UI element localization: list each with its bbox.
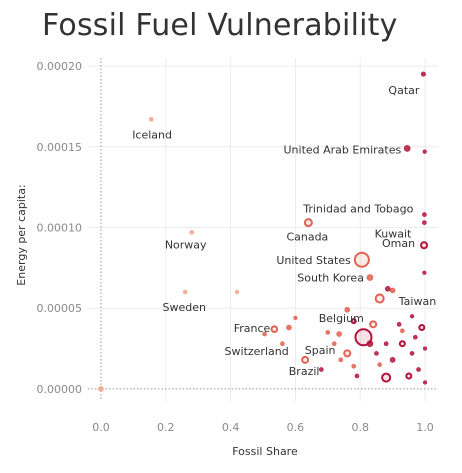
point-label: Kuwait — [375, 228, 412, 241]
data-point[interactable] — [422, 149, 427, 154]
data-point[interactable] — [338, 357, 344, 363]
data-point[interactable] — [369, 320, 378, 329]
data-point[interactable] — [409, 351, 415, 356]
data-point-taiwan[interactable] — [384, 286, 391, 292]
point-label: Qatar — [388, 84, 419, 97]
data-point-trinidad-and-tobago[interactable] — [422, 212, 427, 217]
data-point-brazil[interactable] — [301, 355, 310, 364]
x-tick-label: 0.4 — [222, 421, 240, 434]
data-point[interactable] — [413, 334, 418, 340]
point-label: Brazil — [289, 365, 320, 378]
x-tick-label: 0.8 — [351, 421, 369, 434]
point-label: Oman — [382, 237, 415, 250]
point-label: Canada — [286, 231, 328, 244]
data-point[interactable] — [354, 328, 373, 347]
data-point-spain[interactable] — [336, 331, 342, 337]
data-point[interactable] — [98, 386, 104, 392]
data-point[interactable] — [331, 341, 337, 346]
data-point[interactable] — [383, 341, 389, 346]
x-tick-labels: 0.0 0.2 0.4 0.6 0.8 1.0 — [92, 421, 434, 434]
y-axis-title: Energy per capita: — [15, 184, 28, 285]
y-tick-label: 0.00020 — [37, 60, 83, 73]
data-point[interactable] — [422, 270, 427, 275]
data-point[interactable] — [234, 289, 240, 295]
data-point[interactable] — [409, 314, 415, 319]
data-point-qatar[interactable] — [420, 71, 426, 77]
y-tick-label: 0.00000 — [37, 383, 83, 396]
data-point-sweden[interactable] — [182, 289, 188, 295]
x-tick-label: 0.2 — [157, 421, 175, 434]
data-point-iceland[interactable] — [148, 117, 154, 122]
data-point-oman[interactable] — [420, 241, 429, 250]
point-label: France — [234, 322, 271, 335]
data-point[interactable] — [293, 315, 298, 320]
data-point[interactable] — [422, 380, 428, 385]
x-tick-label: 0.0 — [92, 421, 110, 434]
data-point[interactable] — [354, 373, 360, 379]
data-point[interactable] — [374, 293, 385, 304]
data-point[interactable] — [398, 340, 406, 348]
y-tick-label: 0.00010 — [37, 221, 83, 234]
data-point[interactable] — [418, 324, 426, 332]
axes — [88, 58, 438, 401]
data-point[interactable] — [389, 287, 396, 294]
y-tick-labels: 0.00000 0.00005 0.00010 0.00015 0.00020 — [37, 60, 83, 396]
data-point-united-arab-emirates[interactable] — [403, 145, 411, 152]
data-point-norway[interactable] — [189, 230, 195, 235]
point-label: Norway — [165, 238, 207, 251]
point-label: United States — [276, 254, 351, 267]
grid-lines — [88, 58, 438, 401]
data-point-france[interactable] — [270, 325, 279, 333]
point-label: Spain — [305, 344, 336, 357]
data-point[interactable] — [416, 367, 421, 372]
data-point[interactable] — [286, 324, 292, 331]
data-point[interactable] — [319, 367, 324, 372]
x-tick-label: 0.6 — [287, 421, 305, 434]
data-point-switzerland[interactable] — [262, 331, 267, 337]
data-point[interactable] — [351, 363, 357, 369]
data-point-south-korea[interactable] — [366, 274, 374, 281]
point-label: Taiwan — [398, 295, 436, 308]
data-point[interactable] — [366, 340, 374, 347]
point-label: South Korea — [297, 272, 364, 285]
data-point-united-states[interactable] — [353, 251, 370, 268]
data-point[interactable] — [381, 372, 392, 383]
data-point-canada[interactable] — [303, 218, 313, 228]
data-point[interactable] — [400, 328, 405, 334]
data-point[interactable] — [280, 341, 285, 346]
x-axis-title: Fossil Share — [232, 445, 298, 458]
data-point[interactable] — [350, 318, 357, 325]
x-tick-label: 1.0 — [416, 421, 434, 434]
point-label: United Arab Emirates — [284, 143, 402, 156]
point-labels: Qatar Iceland United Arab Emirates Trinidad… — [132, 84, 436, 378]
data-point[interactable] — [422, 346, 428, 351]
point-label: Trinidad and Tobago — [302, 203, 413, 216]
data-point[interactable] — [343, 349, 352, 358]
data-point-belgium[interactable] — [344, 307, 351, 313]
data-point[interactable] — [396, 322, 402, 327]
point-label: Switzerland — [225, 345, 289, 358]
data-points — [98, 71, 429, 392]
y-tick-label: 0.00015 — [37, 141, 83, 154]
data-point[interactable] — [405, 372, 413, 380]
data-point[interactable] — [377, 362, 382, 367]
data-point-kuwait[interactable] — [422, 220, 427, 225]
page-title: Fossil Fuel Vulnerability — [42, 8, 398, 43]
data-point[interactable] — [374, 351, 379, 356]
point-label: Iceland — [132, 128, 172, 141]
y-tick-label: 0.00005 — [37, 302, 83, 315]
point-label: Sweden — [162, 301, 205, 314]
point-label: Belgium — [319, 312, 364, 325]
data-point[interactable] — [389, 357, 396, 363]
data-point[interactable] — [325, 330, 331, 335]
